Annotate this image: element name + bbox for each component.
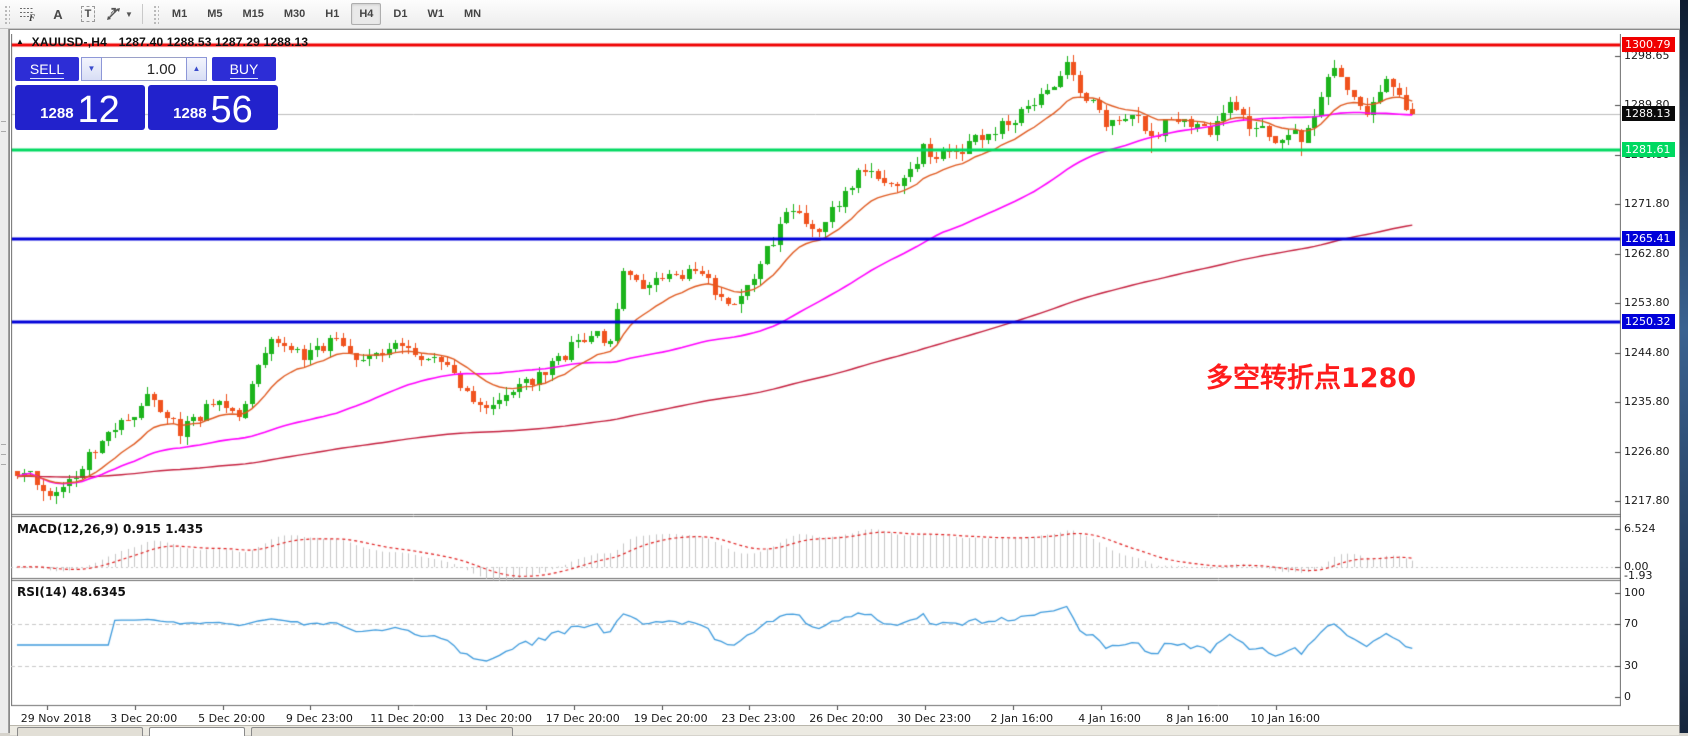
price-tick: 1244.80 — [1624, 345, 1670, 359]
toolbar-grip-2[interactable] — [151, 4, 159, 24]
one-click-trading-panel: SELL ▼ ▲ BUY 1288 12 1288 56 — [15, 57, 279, 130]
left-panel-edge[interactable] — [0, 29, 9, 733]
chart-tab[interactable] — [251, 727, 513, 736]
text-box-glyph: T — [80, 6, 96, 22]
rsi-tick: 0 — [1624, 690, 1631, 703]
price-badge: 1300.79 — [1622, 36, 1675, 52]
chart-tabs-strip — [10, 725, 1679, 736]
rsi-tick: 100 — [1624, 586, 1645, 599]
chart-window: ▲ XAUUSD-,H4 1287.40 1288.53 1287.29 128… — [9, 29, 1680, 736]
text-label-tool-icon[interactable]: A — [53, 6, 63, 22]
text-box-tool-icon[interactable]: T — [75, 2, 101, 26]
timeframe-h1[interactable]: H1 — [325, 8, 340, 20]
price-badge: 1281.61 — [1622, 142, 1675, 158]
timeframe-m30[interactable]: M30 — [283, 8, 306, 20]
date-label: 30 Dec 23:00 — [897, 712, 971, 725]
indicators-icon[interactable]: F — [15, 2, 41, 26]
date-label: 4 Jan 16:00 — [1078, 712, 1141, 725]
date-label: 5 Dec 20:00 — [198, 712, 266, 725]
macd-title: MACD(12,26,9) 0.915 1.435 — [17, 522, 204, 536]
toolbar-separator — [141, 4, 143, 24]
price-badge: 1250.32 — [1622, 314, 1675, 330]
rsi-title: RSI(14) 48.6345 — [17, 585, 126, 599]
date-label: 3 Dec 20:00 — [110, 712, 178, 725]
sell-button[interactable]: SELL — [15, 57, 79, 81]
price-tick: 1253.80 — [1624, 296, 1670, 309]
macd-tick: -1.93 — [1624, 569, 1653, 582]
timeframe-h4[interactable]: H4 — [351, 3, 382, 25]
timeframe-m1[interactable]: M1 — [171, 8, 188, 20]
chart-ohlc: 1287.40 1288.53 1287.29 1288.13 — [118, 35, 309, 49]
timeframe-toolbar: M1 M5 M15 M30 H1 H4 D1 W1 MN — [162, 3, 491, 25]
chart-tab[interactable] — [17, 727, 143, 736]
date-label: 19 Dec 20:00 — [633, 712, 708, 725]
price-badge: 1265.41 — [1622, 231, 1675, 247]
chart-symbol: XAUUSD-,H4 — [31, 35, 108, 49]
volume-increase-button[interactable]: ▲ — [186, 57, 207, 81]
chart-title: ▲ XAUUSD-,H4 1287.40 1288.53 1287.29 128… — [16, 35, 308, 49]
price-chart-canvas[interactable] — [11, 34, 1621, 710]
svg-text:F: F — [28, 13, 35, 22]
date-label: 17 Dec 20:00 — [545, 712, 620, 725]
top-toolbar: F A T ▼ M1 M5 M15 M30 H1 H4 D1 W1 MN — [0, 0, 1680, 29]
desktop-background-strip — [1680, 0, 1688, 733]
macd-tick: 0.00 — [1624, 560, 1649, 573]
price-tick: 1235.80 — [1624, 395, 1670, 408]
buy-button-label: BUY — [229, 61, 259, 79]
date-label: 10 Jan 16:00 — [1250, 712, 1321, 725]
sell-price-pips: 12 — [77, 89, 120, 131]
title-triangle-icon: ▲ — [16, 37, 25, 46]
timeframe-m15[interactable]: M15 — [242, 8, 264, 20]
price-tick: 1217.80 — [1624, 494, 1670, 507]
date-label: 9 Dec 23:00 — [285, 712, 353, 725]
buy-price-integer: 1288 — [173, 105, 207, 122]
price-badge: 1288.13 — [1622, 106, 1675, 122]
volume-decrease-button[interactable]: ▼ — [81, 57, 102, 81]
timeframe-w1[interactable]: W1 — [427, 8, 444, 20]
sell-button-label: SELL — [29, 61, 65, 79]
price-tick: 1226.80 — [1624, 444, 1670, 458]
buy-price-box[interactable]: 1288 56 — [148, 85, 278, 130]
timeframe-m5[interactable]: M5 — [207, 8, 223, 20]
arrow-tools-icon[interactable]: ▼ — [105, 2, 134, 26]
date-label: 23 Dec 23:00 — [721, 712, 796, 725]
date-label: 26 Dec 20:00 — [809, 712, 884, 725]
buy-button[interactable]: BUY — [212, 57, 276, 81]
sell-price-integer: 1288 — [40, 105, 74, 122]
price-tick: 1298.65 — [1624, 49, 1670, 63]
toolbar-grip[interactable] — [3, 4, 10, 24]
macd-tick: 6.524 — [1624, 522, 1656, 535]
rsi-tick: 70 — [1624, 617, 1638, 631]
date-label: 2 Jan 16:00 — [990, 712, 1054, 725]
price-tick: 1262.80 — [1624, 246, 1670, 260]
chart-annotation: 多空转折点1280 — [1206, 363, 1417, 394]
price-tick: 1271.80 — [1624, 197, 1670, 210]
date-label: 29 Nov 2018 — [20, 712, 92, 725]
sell-price-box[interactable]: 1288 12 — [15, 85, 145, 130]
rsi-tick: 30 — [1624, 658, 1638, 672]
date-label: 11 Dec 20:00 — [370, 712, 445, 725]
date-label: 8 Jan 16:00 — [1166, 712, 1229, 725]
date-label: 13 Dec 20:00 — [458, 712, 532, 725]
dropdown-caret-icon: ▼ — [125, 9, 133, 19]
timeframe-d1[interactable]: D1 — [393, 8, 408, 20]
buy-price-pips: 56 — [210, 89, 253, 131]
timeframe-mn[interactable]: MN — [463, 8, 482, 20]
volume-input[interactable] — [102, 57, 186, 81]
chart-tab-active[interactable] — [149, 727, 245, 736]
